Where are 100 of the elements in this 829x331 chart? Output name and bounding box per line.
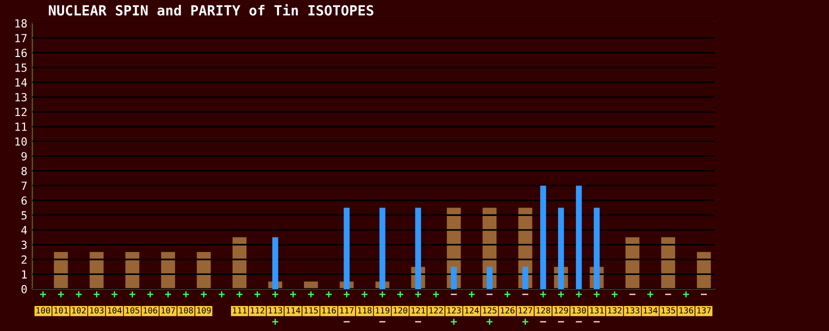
x-tick-label: 104	[108, 307, 122, 314]
data-label: +	[647, 291, 654, 298]
data-label: −	[700, 294, 707, 296]
y-tick-label: 15	[15, 64, 27, 72]
data-label: −	[450, 294, 457, 296]
x-tick-label: 125	[483, 307, 496, 314]
x-tick-label: 113	[268, 307, 282, 314]
data-label: +	[94, 291, 100, 298]
data-label: +	[112, 291, 118, 298]
x-tick-label: 112	[250, 307, 264, 314]
bar	[450, 266, 457, 289]
data-label: +	[76, 291, 82, 298]
x-tick-label: 108	[179, 307, 193, 314]
data-label: −	[486, 294, 493, 296]
x-tick-label: 131	[590, 307, 604, 314]
y-tick-label: 16	[15, 48, 27, 58]
data-label: +	[326, 291, 332, 298]
data-label: +	[504, 291, 510, 298]
x-tick-label: 122	[429, 307, 443, 314]
bar	[558, 208, 564, 289]
y-tick-label: 8	[21, 166, 27, 176]
x-tick-label: 130	[572, 307, 586, 314]
x-tick-label: 126	[500, 307, 514, 314]
x-tick-label: 117	[340, 307, 354, 314]
x-tick-label: 128	[536, 307, 550, 314]
data-label: +	[576, 291, 582, 298]
data-label: +	[486, 318, 493, 325]
x-tick-label: 137	[697, 307, 711, 314]
y-tick-label: 6	[22, 196, 27, 205]
data-label: +	[558, 291, 564, 298]
data-label: −	[344, 321, 350, 322]
chart-title: NUCLEAR SPIN and PARITY of Tin ISOTOPES	[48, 4, 374, 16]
data-label: +	[522, 318, 528, 325]
data-label: +	[254, 291, 260, 298]
data-label: +	[129, 291, 136, 298]
x-tick-label: 109	[197, 307, 211, 314]
x-tick-label: 116	[322, 307, 336, 314]
data-label: +	[450, 318, 457, 325]
y-tick-label: 9	[21, 152, 27, 160]
y-tick-label: 3	[22, 240, 27, 250]
data-label: +	[397, 291, 404, 298]
y-tick-label: 12	[15, 108, 27, 116]
data-label: +	[200, 291, 207, 298]
bar	[379, 208, 386, 289]
x-tick-label: 101	[54, 307, 68, 314]
y-tick-label: 7	[22, 182, 27, 190]
x-tick-label: 133	[626, 307, 640, 314]
data-label: +	[40, 291, 46, 298]
data-label: −	[540, 321, 546, 322]
y-tick-label: 0	[22, 284, 27, 294]
data-label: −	[665, 294, 672, 296]
bar	[486, 266, 493, 289]
x-tick-label: 102	[72, 307, 86, 314]
data-label: −	[558, 321, 564, 322]
x-tick-label: 100	[36, 307, 50, 314]
x-tick-label: 118	[358, 307, 372, 314]
data-label: +	[683, 291, 689, 298]
x-tick-label: 107	[162, 307, 175, 314]
y-tick-label: 11	[15, 122, 27, 131]
x-tick-label: 105	[126, 307, 140, 314]
data-label: −	[576, 321, 582, 322]
data-label: +	[308, 291, 314, 298]
x-tick-label: 115	[304, 307, 318, 314]
data-label: +	[290, 291, 296, 298]
bar	[594, 208, 600, 289]
data-label: +	[612, 291, 618, 298]
data-label: +	[147, 291, 154, 298]
bar	[576, 186, 582, 289]
data-label: +	[468, 291, 475, 298]
data-label: +	[236, 291, 242, 298]
x-tick-label: 124	[465, 307, 479, 314]
data-label: +	[594, 291, 600, 298]
data-label: −	[629, 294, 636, 296]
y-tick-label: 13	[15, 93, 27, 102]
bar	[522, 266, 528, 289]
data-label: −	[522, 294, 528, 296]
y-tick-label: 2	[22, 255, 27, 264]
data-label: +	[432, 291, 439, 298]
data-label: +	[165, 291, 172, 298]
data-label: −	[415, 321, 422, 322]
data-label: −	[594, 321, 600, 322]
x-tick-label: 106	[144, 307, 158, 314]
x-tick-label: 123	[447, 307, 461, 314]
x-tick-label: 134	[644, 307, 658, 314]
bar	[415, 208, 422, 289]
data-label: +	[272, 318, 278, 325]
y-tick-label: 18	[15, 19, 27, 28]
y-tick-label: 17	[15, 34, 27, 42]
data-label: +	[415, 291, 422, 298]
x-tick-label: 136	[679, 307, 694, 314]
data-label: −	[379, 321, 386, 322]
y-tick-label: 5	[22, 211, 27, 220]
x-tick-label: 114	[286, 307, 300, 314]
x-tick-label: 103	[90, 307, 104, 314]
y-tick-label: 10	[15, 137, 27, 146]
data-label: +	[58, 291, 64, 298]
x-tick-label: 127	[518, 307, 532, 314]
y-tick-label: 1	[22, 270, 27, 278]
x-tick-label: 121	[412, 307, 426, 314]
data-label: +	[272, 291, 278, 298]
